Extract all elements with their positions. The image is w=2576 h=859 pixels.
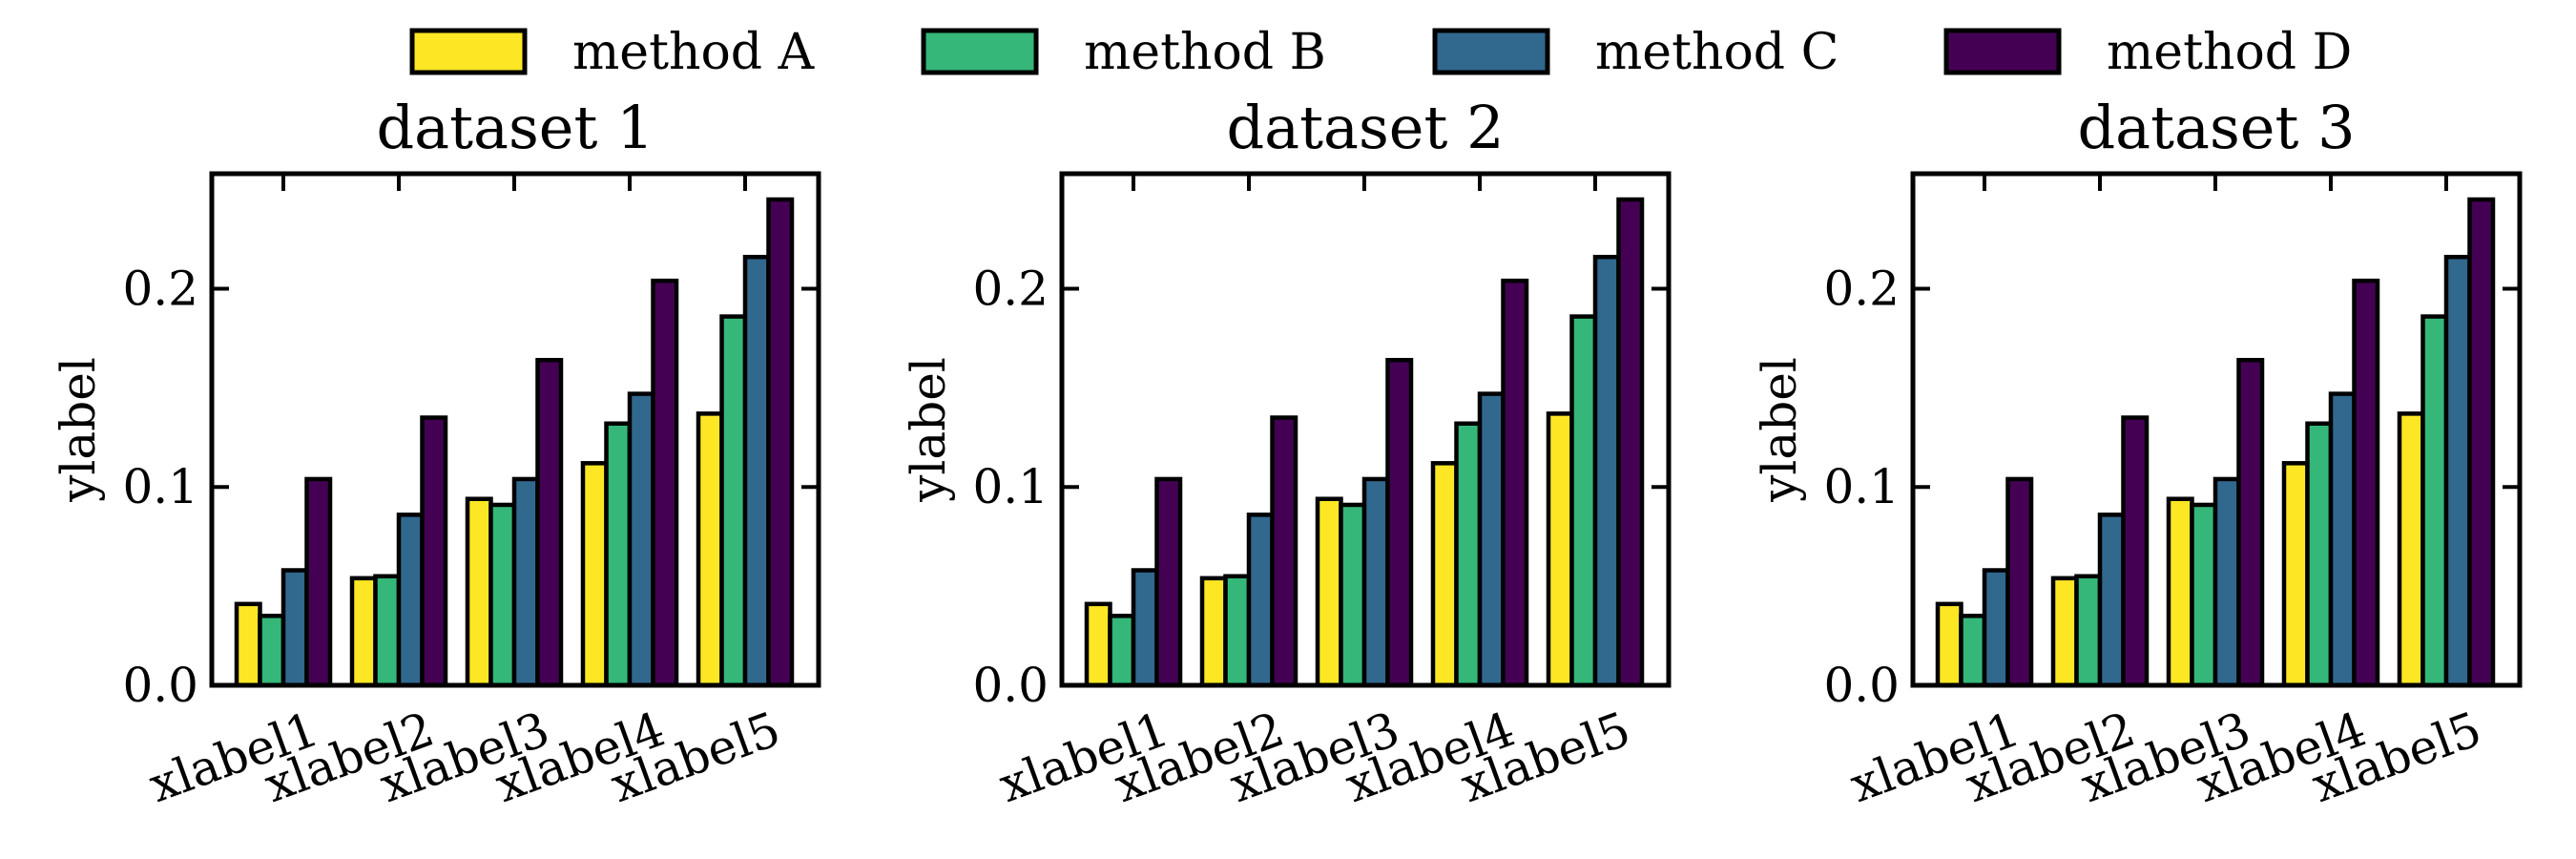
y-tick-label: 0.1 xyxy=(972,459,1049,514)
bar-method-b-xlabel2 xyxy=(1223,574,1252,688)
bar-method-d-xlabel3 xyxy=(1385,358,1414,688)
chart-title: dataset 1 xyxy=(376,93,654,162)
bar-method-d-xlabel2 xyxy=(420,415,448,688)
bar-method-c-xlabel5 xyxy=(2443,255,2472,688)
bar-method-a-xlabel3 xyxy=(465,496,493,688)
bar-method-b-xlabel1 xyxy=(258,614,286,688)
plot-frame xyxy=(1910,171,2523,688)
bar-method-a-xlabel2 xyxy=(2050,576,2079,688)
legend-label-4: method D xyxy=(2107,24,2352,81)
bar-method-a-xlabel1 xyxy=(234,601,262,688)
y-tick-label: 0.0 xyxy=(972,658,1049,713)
y-axis-label: ylabel xyxy=(901,357,956,503)
plot-frame xyxy=(1059,171,1672,688)
y-tick-label: 0.2 xyxy=(972,261,1049,316)
bar-method-d-xlabel3 xyxy=(2236,358,2265,688)
bar-method-c-xlabel4 xyxy=(1477,391,1506,688)
bar-method-b-xlabel5 xyxy=(719,314,748,688)
bar-method-c-xlabel4 xyxy=(2328,391,2357,688)
bar-method-a-xlabel1 xyxy=(1935,601,1963,688)
bar-method-c-xlabel2 xyxy=(396,513,425,688)
bar-method-c-xlabel1 xyxy=(1982,568,2010,688)
bar-method-b-xlabel2 xyxy=(2074,574,2103,688)
bar-method-c-xlabel3 xyxy=(2212,476,2241,688)
bar-method-b-xlabel1 xyxy=(1108,614,1136,688)
y-tick-label: 0.1 xyxy=(122,459,198,514)
bar-method-b-xlabel4 xyxy=(2305,421,2334,688)
bar-method-a-xlabel2 xyxy=(349,576,378,688)
bar-method-d-xlabel1 xyxy=(2005,476,2034,688)
bar-method-d-xlabel5 xyxy=(1616,197,1645,688)
bar-method-c-xlabel1 xyxy=(280,568,309,688)
plot-frame xyxy=(209,171,821,688)
bar-method-a-xlabel3 xyxy=(2166,496,2194,688)
bar-method-a-xlabel3 xyxy=(1315,496,1343,688)
bar-method-d-xlabel4 xyxy=(2352,278,2380,688)
y-tick-label: 0.1 xyxy=(1823,459,1900,514)
bar-method-c-xlabel3 xyxy=(1361,476,1390,688)
bar-method-b-xlabel5 xyxy=(2420,314,2449,688)
bar-method-b-xlabel5 xyxy=(1569,314,1598,688)
bar-method-c-xlabel1 xyxy=(1131,568,1159,688)
bar-method-c-xlabel2 xyxy=(1246,513,1275,688)
bar-method-d-xlabel1 xyxy=(304,476,333,688)
chart-panel-3: dataset 3ylabel0.00.10.2xlabel1xlabel2xl… xyxy=(1752,93,2523,813)
legend-swatch-2 xyxy=(921,28,1039,75)
bar-method-a-xlabel4 xyxy=(2281,461,2310,688)
legend-swatch-1 xyxy=(409,28,528,75)
y-tick-label: 0.2 xyxy=(122,261,198,316)
chart-panel-1: dataset 1ylabel0.00.10.2xlabel1xlabel2xl… xyxy=(51,93,821,813)
chart-panels: dataset 1ylabel0.00.10.2xlabel1xlabel2xl… xyxy=(51,93,2523,813)
bar-method-c-xlabel5 xyxy=(742,255,771,688)
bar-method-b-xlabel1 xyxy=(1959,614,1987,688)
legend-swatch-4 xyxy=(1943,28,2062,75)
bar-method-b-xlabel4 xyxy=(1454,421,1483,688)
bar-method-a-xlabel5 xyxy=(1546,411,1574,688)
y-axis-label: ylabel xyxy=(51,357,106,503)
bar-method-b-xlabel3 xyxy=(488,502,517,688)
bar-method-a-xlabel1 xyxy=(1084,601,1112,688)
bar-method-d-xlabel5 xyxy=(2467,197,2496,688)
bar-method-c-xlabel3 xyxy=(511,476,540,688)
bar-method-d-xlabel2 xyxy=(2121,415,2150,688)
y-tick-label: 0.0 xyxy=(122,658,198,713)
legend-label-1: method A xyxy=(572,24,816,81)
bar-method-b-xlabel2 xyxy=(373,574,402,688)
y-tick-label: 0.2 xyxy=(1823,261,1900,316)
legend: method A method B method C method D xyxy=(409,24,2352,81)
bar-method-a-xlabel2 xyxy=(1199,576,1228,688)
bar-method-a-xlabel5 xyxy=(696,411,724,688)
bar-method-d-xlabel4 xyxy=(1501,278,1529,688)
legend-label-2: method B xyxy=(1084,24,1326,81)
bar-method-c-xlabel2 xyxy=(2097,513,2126,688)
bar-method-a-xlabel5 xyxy=(2397,411,2425,688)
legend-swatch-3 xyxy=(1432,28,1550,75)
bar-method-b-xlabel3 xyxy=(1339,502,1367,688)
y-tick-label: 0.0 xyxy=(1823,658,1900,713)
legend-label-3: method C xyxy=(1595,24,1839,81)
bar-method-d-xlabel4 xyxy=(651,278,679,688)
chart-panel-2: dataset 2ylabel0.00.10.2xlabel1xlabel2xl… xyxy=(901,93,1672,813)
bar-method-a-xlabel4 xyxy=(580,461,609,688)
bar-method-c-xlabel4 xyxy=(627,391,655,688)
bar-method-d-xlabel3 xyxy=(535,358,564,688)
bar-method-a-xlabel4 xyxy=(1430,461,1459,688)
bar-method-d-xlabel1 xyxy=(1154,476,1183,688)
chart-title: dataset 3 xyxy=(2077,93,2355,162)
bar-method-d-xlabel5 xyxy=(766,197,795,688)
bar-method-b-xlabel3 xyxy=(2190,502,2218,688)
bar-method-d-xlabel2 xyxy=(1270,415,1298,688)
bar-method-c-xlabel5 xyxy=(1592,255,1621,688)
y-axis-label: ylabel xyxy=(1752,357,1807,503)
chart-title: dataset 2 xyxy=(1226,93,1504,162)
bar-method-b-xlabel4 xyxy=(604,421,633,688)
